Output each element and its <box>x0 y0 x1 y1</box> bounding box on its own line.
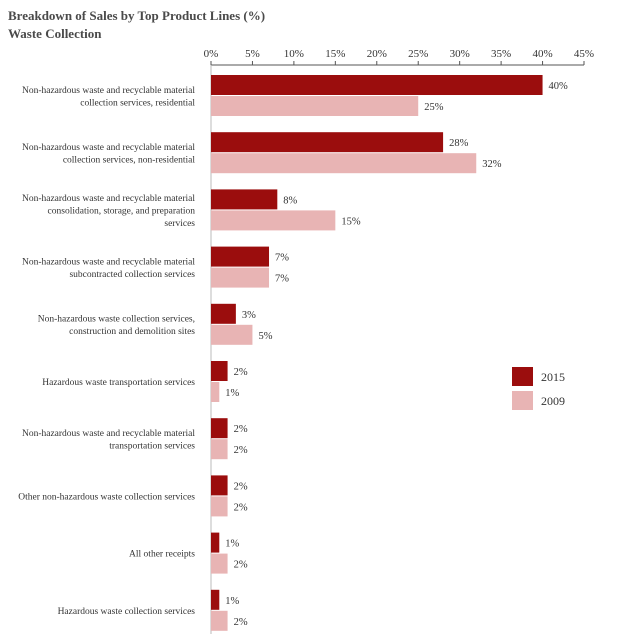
bars-group: Non-hazardous waste and recyclable mater… <box>18 75 568 631</box>
category-label: subcontracted collection services <box>69 270 195 280</box>
category-label: Hazardous waste collection services <box>58 607 196 617</box>
data-label-2009: 15% <box>341 216 361 227</box>
legend: 2015 2009 <box>512 367 565 410</box>
bar-2015 <box>211 361 228 381</box>
category-label: Non-hazardous waste and recyclable mater… <box>22 86 195 96</box>
data-label-2009: 5% <box>258 331 272 342</box>
bar-2009 <box>211 610 228 631</box>
x-tick-label: 5% <box>245 48 260 60</box>
category-label: All other receipts <box>129 550 195 560</box>
bar-2015 <box>211 532 220 553</box>
category-label: Other non-hazardous waste collection ser… <box>18 492 195 502</box>
category-label: collection services, non-residential <box>63 155 196 165</box>
x-tick-label: 0% <box>204 48 219 60</box>
data-label-2015: 8% <box>283 195 297 206</box>
category-label: Hazardous waste transportation services <box>42 378 195 388</box>
chart-subtitle: Waste Collection <box>8 26 102 41</box>
bar-2009 <box>211 496 228 517</box>
category-label: services <box>164 219 195 229</box>
bar-2015 <box>211 132 444 153</box>
data-label-2015: 40% <box>549 81 569 92</box>
category-label: Non-hazardous waste and recyclable mater… <box>22 429 195 439</box>
data-label-2009: 25% <box>424 102 444 113</box>
category-label: transportation services <box>109 441 195 451</box>
bar-2009 <box>211 553 228 574</box>
category-label: Non-hazardous waste and recyclable mater… <box>22 143 195 153</box>
data-label-2009: 2% <box>234 617 248 628</box>
x-tick-label: 10% <box>284 48 304 60</box>
data-label-2009: 1% <box>225 388 239 399</box>
category-label: consolidation, storage, and preparation <box>48 206 196 216</box>
x-tick-label: 20% <box>367 48 387 60</box>
bar-2009 <box>211 324 253 345</box>
category-label: Non-hazardous waste collection services, <box>38 315 195 325</box>
bar-2015 <box>211 475 228 496</box>
data-label-2009: 2% <box>234 502 248 513</box>
bar-2015 <box>211 189 278 210</box>
bar-2015 <box>211 75 543 95</box>
category-label: Non-hazardous waste and recyclable mater… <box>22 257 195 267</box>
bar-2009 <box>211 96 419 116</box>
x-tick-label: 45% <box>574 48 594 60</box>
legend-label-2009: 2009 <box>541 394 565 408</box>
bar-2015 <box>211 589 220 610</box>
bar-2009 <box>211 382 220 402</box>
category-label: collection services, residential <box>80 98 195 108</box>
x-tick-label: 25% <box>408 48 428 60</box>
x-tick-label: 30% <box>450 48 470 60</box>
data-label-2015: 2% <box>234 367 248 378</box>
bar-2015 <box>211 246 270 267</box>
data-label-2015: 1% <box>225 596 239 607</box>
data-label-2015: 28% <box>449 138 469 149</box>
legend-swatch-2015 <box>512 367 533 386</box>
bar-2015 <box>211 303 236 324</box>
legend-label-2015: 2015 <box>541 370 565 384</box>
data-label-2009: 2% <box>234 445 248 456</box>
data-label-2009: 32% <box>482 159 502 170</box>
data-label-2015: 1% <box>225 539 239 550</box>
bar-2009 <box>211 210 336 231</box>
x-tick-label: 15% <box>325 48 345 60</box>
data-label-2015: 2% <box>234 481 248 492</box>
category-label: Non-hazardous waste and recyclable mater… <box>22 194 195 204</box>
data-label-2015: 7% <box>275 253 289 264</box>
legend-swatch-2009 <box>512 391 533 410</box>
chart-title: Breakdown of Sales by Top Product Lines … <box>8 8 265 23</box>
x-tick-label: 40% <box>532 48 552 60</box>
data-label-2009: 7% <box>275 274 289 285</box>
bar-2015 <box>211 418 228 439</box>
bar-2009 <box>211 267 270 288</box>
data-label-2015: 3% <box>242 310 256 321</box>
bar-2009 <box>211 439 228 460</box>
bar-2009 <box>211 153 477 174</box>
category-label: construction and demolition sites <box>69 327 195 337</box>
data-label-2009: 2% <box>234 560 248 571</box>
x-tick-label: 35% <box>491 48 511 60</box>
data-label-2015: 2% <box>234 424 248 435</box>
